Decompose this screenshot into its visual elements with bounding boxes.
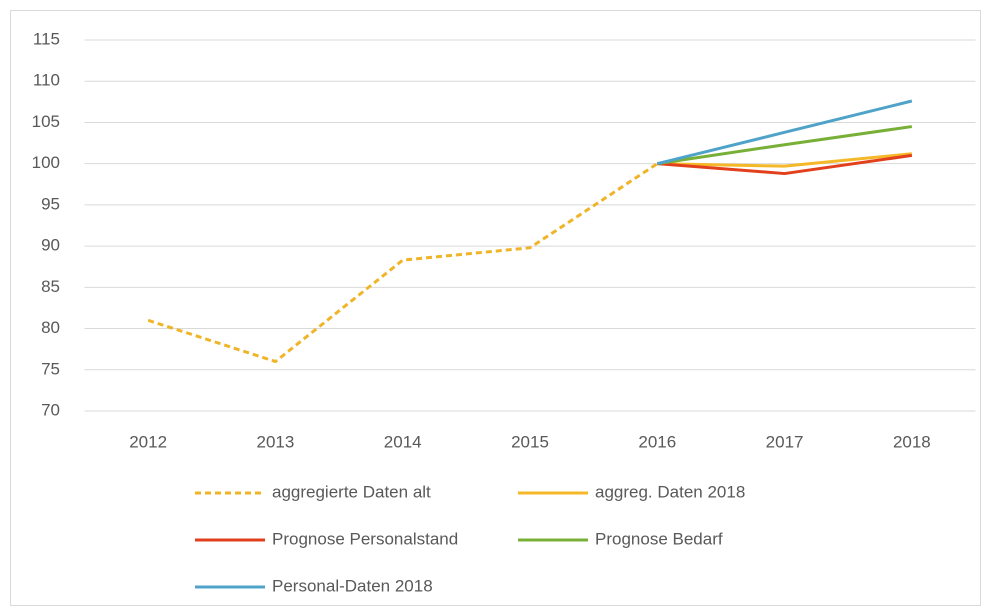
x-tick-label: 2012 <box>129 432 167 451</box>
series-line <box>657 153 913 176</box>
y-tick-label: 70 <box>41 400 60 419</box>
y-tick-label: 100 <box>32 153 60 172</box>
series-line <box>147 162 659 364</box>
x-tick-label: 2014 <box>384 432 422 451</box>
x-tick-label: 2018 <box>893 432 931 451</box>
series-line <box>657 152 913 168</box>
y-tick-label: 110 <box>33 71 60 90</box>
y-tick-label: 85 <box>41 277 60 296</box>
chart-frame <box>10 10 981 606</box>
y-tick-label: 115 <box>33 29 60 48</box>
x-tick-label: 2013 <box>257 432 295 451</box>
legend-label: aggregierte Daten alt <box>272 482 431 501</box>
legend-label: Prognose Personalstand <box>272 529 458 548</box>
y-tick-label: 80 <box>41 318 60 337</box>
legend-label: aggreg. Daten 2018 <box>595 482 745 501</box>
x-tick-label: 2016 <box>638 432 676 451</box>
y-tick-label: 75 <box>41 359 60 378</box>
y-tick-label: 105 <box>32 112 60 131</box>
legend-label: Prognose Bedarf <box>595 529 723 548</box>
series-line <box>657 125 913 166</box>
x-tick-label: 2015 <box>511 432 549 451</box>
legend-label: Personal-Daten 2018 <box>272 576 433 595</box>
x-tick-label: 2017 <box>766 432 804 451</box>
y-tick-label: 95 <box>41 194 60 213</box>
series-line <box>656 99 913 166</box>
y-tick-label: 90 <box>41 236 60 255</box>
